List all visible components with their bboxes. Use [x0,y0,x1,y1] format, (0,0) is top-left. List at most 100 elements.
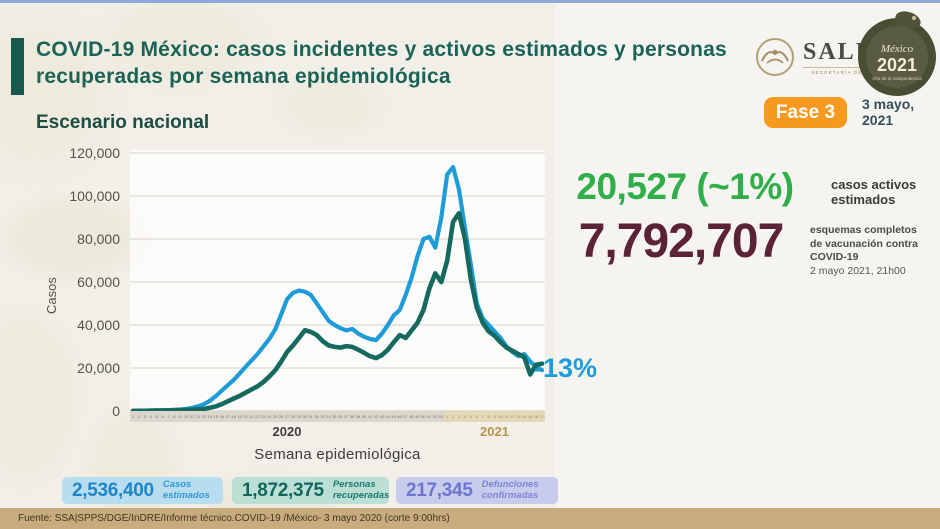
x-tick-label: 12 [510,414,515,419]
x-tick-label: 13 [515,414,521,419]
x-tick-label: 53 [438,414,444,419]
x-tick-label: 28 [290,414,296,419]
x-tick-label: 51 [426,414,432,419]
x-tick-label: 47 [403,414,408,419]
kpi-active-cases-value: 20,527 (~1%) [576,166,794,207]
x-tick-label: 6 [161,414,164,419]
x-tick-label: 1 [445,414,449,419]
stat-value: 1,872,375 [242,479,324,501]
x-tick-label: 11 [190,414,195,419]
x-tick-label: 4 [463,414,466,419]
stat-pill-defunciones-confirmadas: 217,345 Defunciones confirmadas [396,477,558,504]
gridlines [130,152,545,411]
x-tick-label: 6 [475,414,478,419]
svg-text:2021: 2021 [877,55,917,75]
x-tick-label: 15 [213,414,219,419]
x-tick-label: 48 [409,414,414,419]
x-tick-label: 10 [498,414,503,419]
x-tick-label: 26 [278,414,284,419]
x-tick-label: 9 [179,414,182,419]
x-tick-label: 22 [255,414,260,419]
page-title: COVID-19 México: casos incidentes y acti… [36,38,727,88]
x-tick-label: 29 [296,414,301,419]
x-tick-label: 35 [332,414,337,419]
top-accent-strip [0,0,940,3]
trend-annotation: -13% [534,353,598,383]
x-tick-label: 30 [302,414,307,419]
mexico-2021-logo: México 2021 Año de la Independencia [856,10,938,96]
salud-caption: SECRETARÍA DE SALUD [803,66,895,75]
series-recuperadas-line [130,210,545,411]
x-tick-label: 14 [521,414,527,419]
x-tick-label: 3 [457,414,460,419]
x-tick-label: 32 [314,414,319,419]
stat-label: Defunciones confirmadas [481,479,539,501]
x-tick-label: 39 [355,414,361,419]
x-tick-label: 11 [504,414,509,419]
stat-label: Casos estimados [162,479,210,501]
phase-badge: Fase 3 [764,97,847,128]
x-tick-label: 45 [391,414,396,419]
x-tick-label: 14 [207,414,213,419]
kpi-vax-label-line4: 2 mayo 2021, 21h00 [810,264,906,277]
x-tick-label: 52 [432,414,438,419]
stat-label-line2: recuperadas [332,489,390,501]
y-tick-label: 60,000 [77,274,120,290]
stat-value: 2,536,400 [72,479,154,501]
x-tick-label: 15 [527,414,533,419]
stat-label-line2: estimados [162,489,210,501]
x-tick-label: 16 [533,414,539,419]
stat-pill-casos-estimados: 2,536,400 Casos estimados [62,477,223,504]
x-tick-label: 2 [451,414,455,419]
eagle-emblem-icon [756,38,794,76]
x-tick-label: 8 [487,414,490,419]
stat-label: Personas recuperadas [332,479,390,501]
x-tick-label: 38 [349,414,355,419]
x-tick-label: 13 [201,414,207,419]
stat-label-line2: confirmadas [481,489,539,501]
stat-label-line1: Personas [332,479,376,491]
svg-text:México: México [880,43,914,55]
y-tick-label: 20,000 [77,360,120,376]
y-tick-label: 80,000 [77,231,120,247]
kpi-active-label-line2: estimados [831,192,896,208]
report-date-line1: 3 mayo, [862,96,915,112]
x-tick-label: 3 [143,414,146,419]
footer-bar: Fuente: SSA|SPPS/DGE/InDRE/Informe técni… [0,508,940,529]
x-tick-label: 7 [167,414,170,419]
kpi-vax-label-line1: esquemas completos [810,224,917,236]
report-date-line2: 2021 [862,112,894,129]
x-tick-label: 2 [137,414,140,419]
footer-source: Fuente: SSA|SPPS/DGE/InDRE/Informe técni… [18,513,450,524]
x-tick-label: 49 [414,414,420,419]
y-tick-label: 0 [112,403,120,419]
x-tick-label: 4 [149,414,152,419]
x-tick-label: 9 [493,414,496,419]
x-tick-label: 19 [237,414,242,419]
x-tick-label: 8 [173,414,176,419]
x-tick-label: 17 [225,414,230,419]
x-tick-label: 1 [131,414,135,419]
stat-value: 217,345 [406,479,473,501]
kpi-active-label-line1: casos activos [831,177,917,192]
x-tick-label: 17 [539,414,545,419]
x-axis-strip-2021: 1 2 3 4 5 6 7 8 9 10 11 12 13 14 15 16 17 [444,411,545,422]
x-tick-label: 42 [373,414,378,419]
y-tick-label: 120,000 [69,145,120,161]
x-tick-label: 44 [385,414,390,419]
x-tick-label: 12 [195,414,201,419]
kpi-active-cases-label: casos activos estimados [831,177,916,208]
x-tick-label: 5 [469,414,472,419]
kpi-vax-label-line2: de vacunación contra [810,237,918,250]
kpi-vaccination-label: esquemas completos de vacunación contra … [810,224,918,279]
x-tick-label: 24 [266,414,272,419]
title-accent-bar [11,38,24,95]
x-tick-label: 18 [231,414,236,419]
x-tick-label: 27 [284,414,290,419]
line-chart [130,150,545,411]
x-tick-label: 20 [243,414,248,419]
x-tick-label: 10 [184,414,189,419]
x-axis-strip-2020: 1 2 3 4 5 6 7 8 9 10 11 12 13 14 15 16 17 18 19 20 21 22 23 24 2… [130,411,444,422]
x-tick-label: 31 [308,414,313,419]
stat-pill-personas-recuperadas: 1,872,375 Personas recuperadas [232,477,389,504]
